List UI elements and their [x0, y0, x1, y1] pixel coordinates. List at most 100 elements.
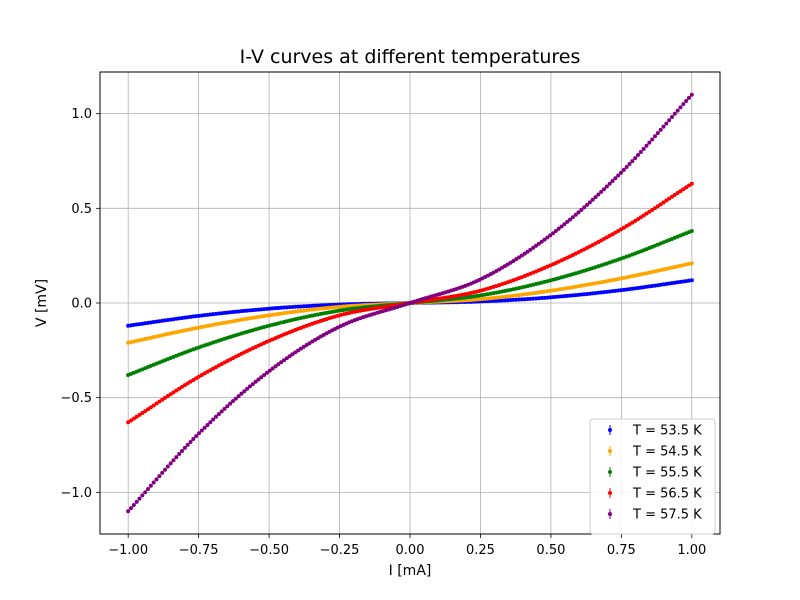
legend-marker	[608, 428, 612, 432]
data-point	[650, 207, 655, 212]
data-point	[658, 127, 663, 132]
data-point	[661, 200, 666, 205]
data-point	[508, 298, 513, 303]
data-point	[525, 297, 530, 302]
data-point	[213, 414, 218, 419]
data-point	[636, 153, 640, 158]
data-point	[228, 401, 233, 406]
data-point	[352, 303, 357, 308]
data-point	[534, 243, 539, 248]
data-point	[293, 350, 298, 355]
data-point	[463, 298, 468, 303]
y-tick-label: 1.0	[71, 107, 92, 122]
legend-label: T = 54.5 K	[632, 445, 702, 460]
data-point	[262, 372, 267, 377]
data-point	[276, 362, 281, 367]
legend-marker	[608, 470, 612, 474]
data-point	[511, 297, 516, 302]
data-point	[148, 405, 153, 410]
data-point	[313, 303, 318, 308]
data-point	[202, 425, 207, 430]
data-series	[126, 92, 694, 514]
data-point	[590, 197, 595, 202]
data-point	[675, 191, 680, 195]
data-point	[689, 278, 694, 283]
data-point	[505, 298, 510, 303]
data-point	[182, 445, 187, 450]
data-point	[171, 390, 176, 395]
data-point	[678, 189, 683, 194]
y-tick-label: −0.5	[60, 391, 92, 406]
data-point	[137, 412, 142, 417]
legend-marker	[608, 512, 612, 516]
data-point	[264, 370, 269, 375]
data-point	[596, 192, 601, 197]
data-point	[205, 422, 210, 427]
data-point	[667, 118, 672, 123]
legend-entry: T = 53.5 K	[608, 424, 702, 439]
data-point	[310, 303, 315, 308]
data-point	[327, 302, 332, 307]
data-point	[157, 399, 162, 404]
data-point	[502, 298, 507, 303]
data-point	[528, 296, 533, 301]
data-point	[641, 213, 646, 218]
data-point	[638, 149, 643, 154]
data-point	[545, 235, 550, 240]
data-point	[559, 224, 564, 229]
data-point	[163, 395, 167, 400]
x-axis-label: I [mA]	[389, 563, 432, 579]
legend-marker	[608, 449, 612, 453]
data-point	[219, 409, 224, 414]
x-tick-label: 0.25	[466, 543, 495, 558]
data-point	[188, 439, 193, 444]
data-point	[196, 431, 201, 436]
data-point	[259, 375, 264, 380]
data-point	[525, 249, 530, 254]
data-point	[129, 506, 134, 511]
data-point	[551, 231, 556, 236]
y-tick-label: −1.0	[60, 486, 92, 501]
data-point	[165, 394, 170, 399]
data-point	[129, 418, 134, 423]
data-point	[239, 391, 244, 396]
data-point	[279, 360, 284, 365]
data-point	[281, 358, 286, 363]
data-point	[669, 115, 674, 119]
x-tick-label: 0.50	[536, 543, 565, 558]
data-point	[689, 261, 694, 266]
chart-title: I-V curves at different temperatures	[240, 46, 581, 68]
data-point	[686, 183, 691, 188]
data-point	[126, 509, 131, 514]
data-point	[171, 458, 176, 463]
x-tick-label: 1.00	[677, 543, 706, 558]
data-point	[151, 403, 156, 408]
data-point	[293, 304, 298, 309]
data-point	[236, 394, 241, 399]
data-point	[658, 202, 663, 207]
legend-label: T = 55.5 K	[632, 466, 702, 481]
x-tick-label: −1.00	[108, 543, 148, 558]
data-point	[298, 346, 303, 351]
data-point	[568, 217, 573, 222]
data-point	[636, 217, 640, 222]
data-point	[689, 229, 694, 234]
data-point	[619, 170, 624, 175]
series-3	[126, 229, 694, 377]
data-point	[593, 195, 598, 200]
data-point	[681, 187, 686, 192]
data-point	[686, 95, 691, 100]
data-point	[154, 477, 159, 482]
data-point	[194, 434, 199, 439]
data-point	[160, 470, 165, 475]
data-point	[250, 382, 255, 387]
data-point	[347, 304, 352, 309]
data-point	[528, 247, 533, 252]
data-point	[168, 392, 173, 397]
data-point	[517, 255, 522, 260]
data-point	[514, 297, 519, 302]
legend-label: T = 53.5 K	[632, 424, 702, 439]
data-point	[573, 212, 578, 217]
data-point	[519, 297, 524, 302]
